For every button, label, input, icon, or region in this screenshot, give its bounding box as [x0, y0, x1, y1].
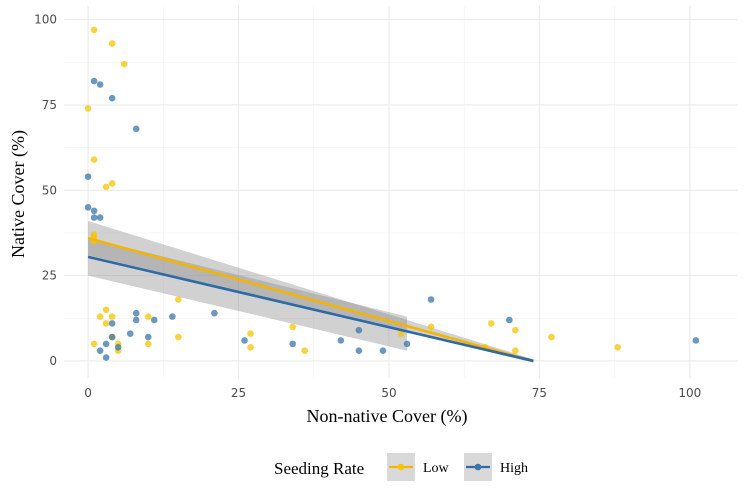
- data-point-low: [108, 180, 116, 187]
- legend-label-high: High: [500, 461, 528, 476]
- data-point-high: [126, 330, 134, 337]
- data-point-high: [169, 313, 176, 320]
- x-tick-label: 0: [84, 386, 92, 400]
- y-tick-label: 25: [42, 269, 57, 283]
- data-point-high: [108, 333, 116, 341]
- data-point-low: [247, 330, 254, 337]
- data-point-high: [114, 343, 122, 351]
- data-point-high: [90, 77, 98, 85]
- data-point-high: [90, 214, 98, 221]
- data-point-low: [90, 340, 98, 348]
- data-point-high: [96, 347, 104, 354]
- data-point-low: [102, 306, 110, 314]
- data-point-high: [84, 173, 92, 180]
- data-point-high: [289, 340, 296, 348]
- data-point-low: [84, 105, 92, 112]
- data-point-low: [614, 343, 621, 351]
- data-point-high: [403, 340, 411, 348]
- data-point-low: [90, 156, 98, 163]
- y-tick-label: 0: [49, 354, 57, 368]
- x-axis-ticks: 0 25 50 75 100: [84, 386, 701, 400]
- x-axis-title: Non-native Cover (%): [307, 406, 468, 427]
- data-point-low: [96, 313, 104, 320]
- fit-line-high: [87, 255, 534, 363]
- data-point-high: [427, 296, 435, 303]
- legend-title: Seeding Rate: [274, 459, 364, 478]
- data-point-low: [108, 313, 116, 320]
- data-points: [84, 26, 700, 361]
- x-tick-label: 25: [231, 386, 246, 400]
- data-point-low: [102, 320, 110, 327]
- y-tick-label: 75: [42, 98, 57, 112]
- data-point-high: [96, 81, 104, 88]
- data-point-high: [241, 337, 248, 344]
- data-point-high: [144, 333, 152, 341]
- data-point-high: [132, 309, 140, 317]
- data-point-low: [90, 26, 98, 34]
- data-point-low: [487, 320, 495, 327]
- legend: Seeding Rate Low High: [274, 453, 528, 481]
- data-point-high: [355, 347, 363, 354]
- data-point-low: [144, 340, 152, 348]
- x-tick-label: 50: [381, 386, 396, 400]
- data-point-high: [150, 316, 158, 324]
- data-point-low: [120, 60, 128, 68]
- data-point-high: [132, 316, 140, 324]
- legend-label-low: Low: [423, 461, 450, 476]
- data-point-low: [512, 347, 519, 354]
- data-point-high: [108, 320, 116, 327]
- data-point-high: [506, 316, 513, 324]
- fit-line-low: [87, 236, 534, 363]
- data-point-high: [211, 309, 218, 317]
- data-point-low: [301, 347, 309, 354]
- data-point-low: [397, 330, 405, 337]
- data-point-high: [96, 214, 104, 221]
- data-point-high: [337, 337, 345, 344]
- data-point-high: [102, 340, 110, 348]
- data-point-low: [289, 323, 296, 331]
- data-point-high: [379, 347, 387, 354]
- y-axis-title: Native Cover (%): [8, 130, 29, 258]
- y-axis-ticks: 0 25 50 75 100: [34, 13, 57, 368]
- x-tick-label: 75: [532, 386, 547, 400]
- data-point-low: [102, 183, 110, 191]
- legend-key-low-point: [397, 463, 405, 471]
- x-tick-label: 100: [678, 386, 701, 400]
- data-point-low: [427, 323, 435, 331]
- data-point-high: [108, 94, 116, 102]
- data-point-low: [247, 343, 254, 351]
- data-point-high: [355, 326, 363, 334]
- data-point-high: [132, 125, 140, 133]
- data-point-low: [175, 296, 182, 303]
- data-point-low: [512, 326, 519, 334]
- grid: [64, 6, 738, 378]
- data-point-high: [84, 204, 92, 211]
- data-point-low: [144, 313, 152, 320]
- data-point-low: [548, 333, 555, 341]
- fit-lines: [87, 236, 534, 363]
- legend-key-high-point: [474, 463, 482, 471]
- data-point-high: [102, 354, 110, 361]
- confidence-band-low: [88, 221, 534, 363]
- data-point-high: [90, 207, 98, 215]
- data-point-low: [175, 333, 182, 341]
- y-tick-label: 100: [34, 13, 57, 27]
- data-point-low: [108, 40, 116, 47]
- y-tick-label: 50: [42, 183, 57, 197]
- data-point-high: [692, 337, 700, 344]
